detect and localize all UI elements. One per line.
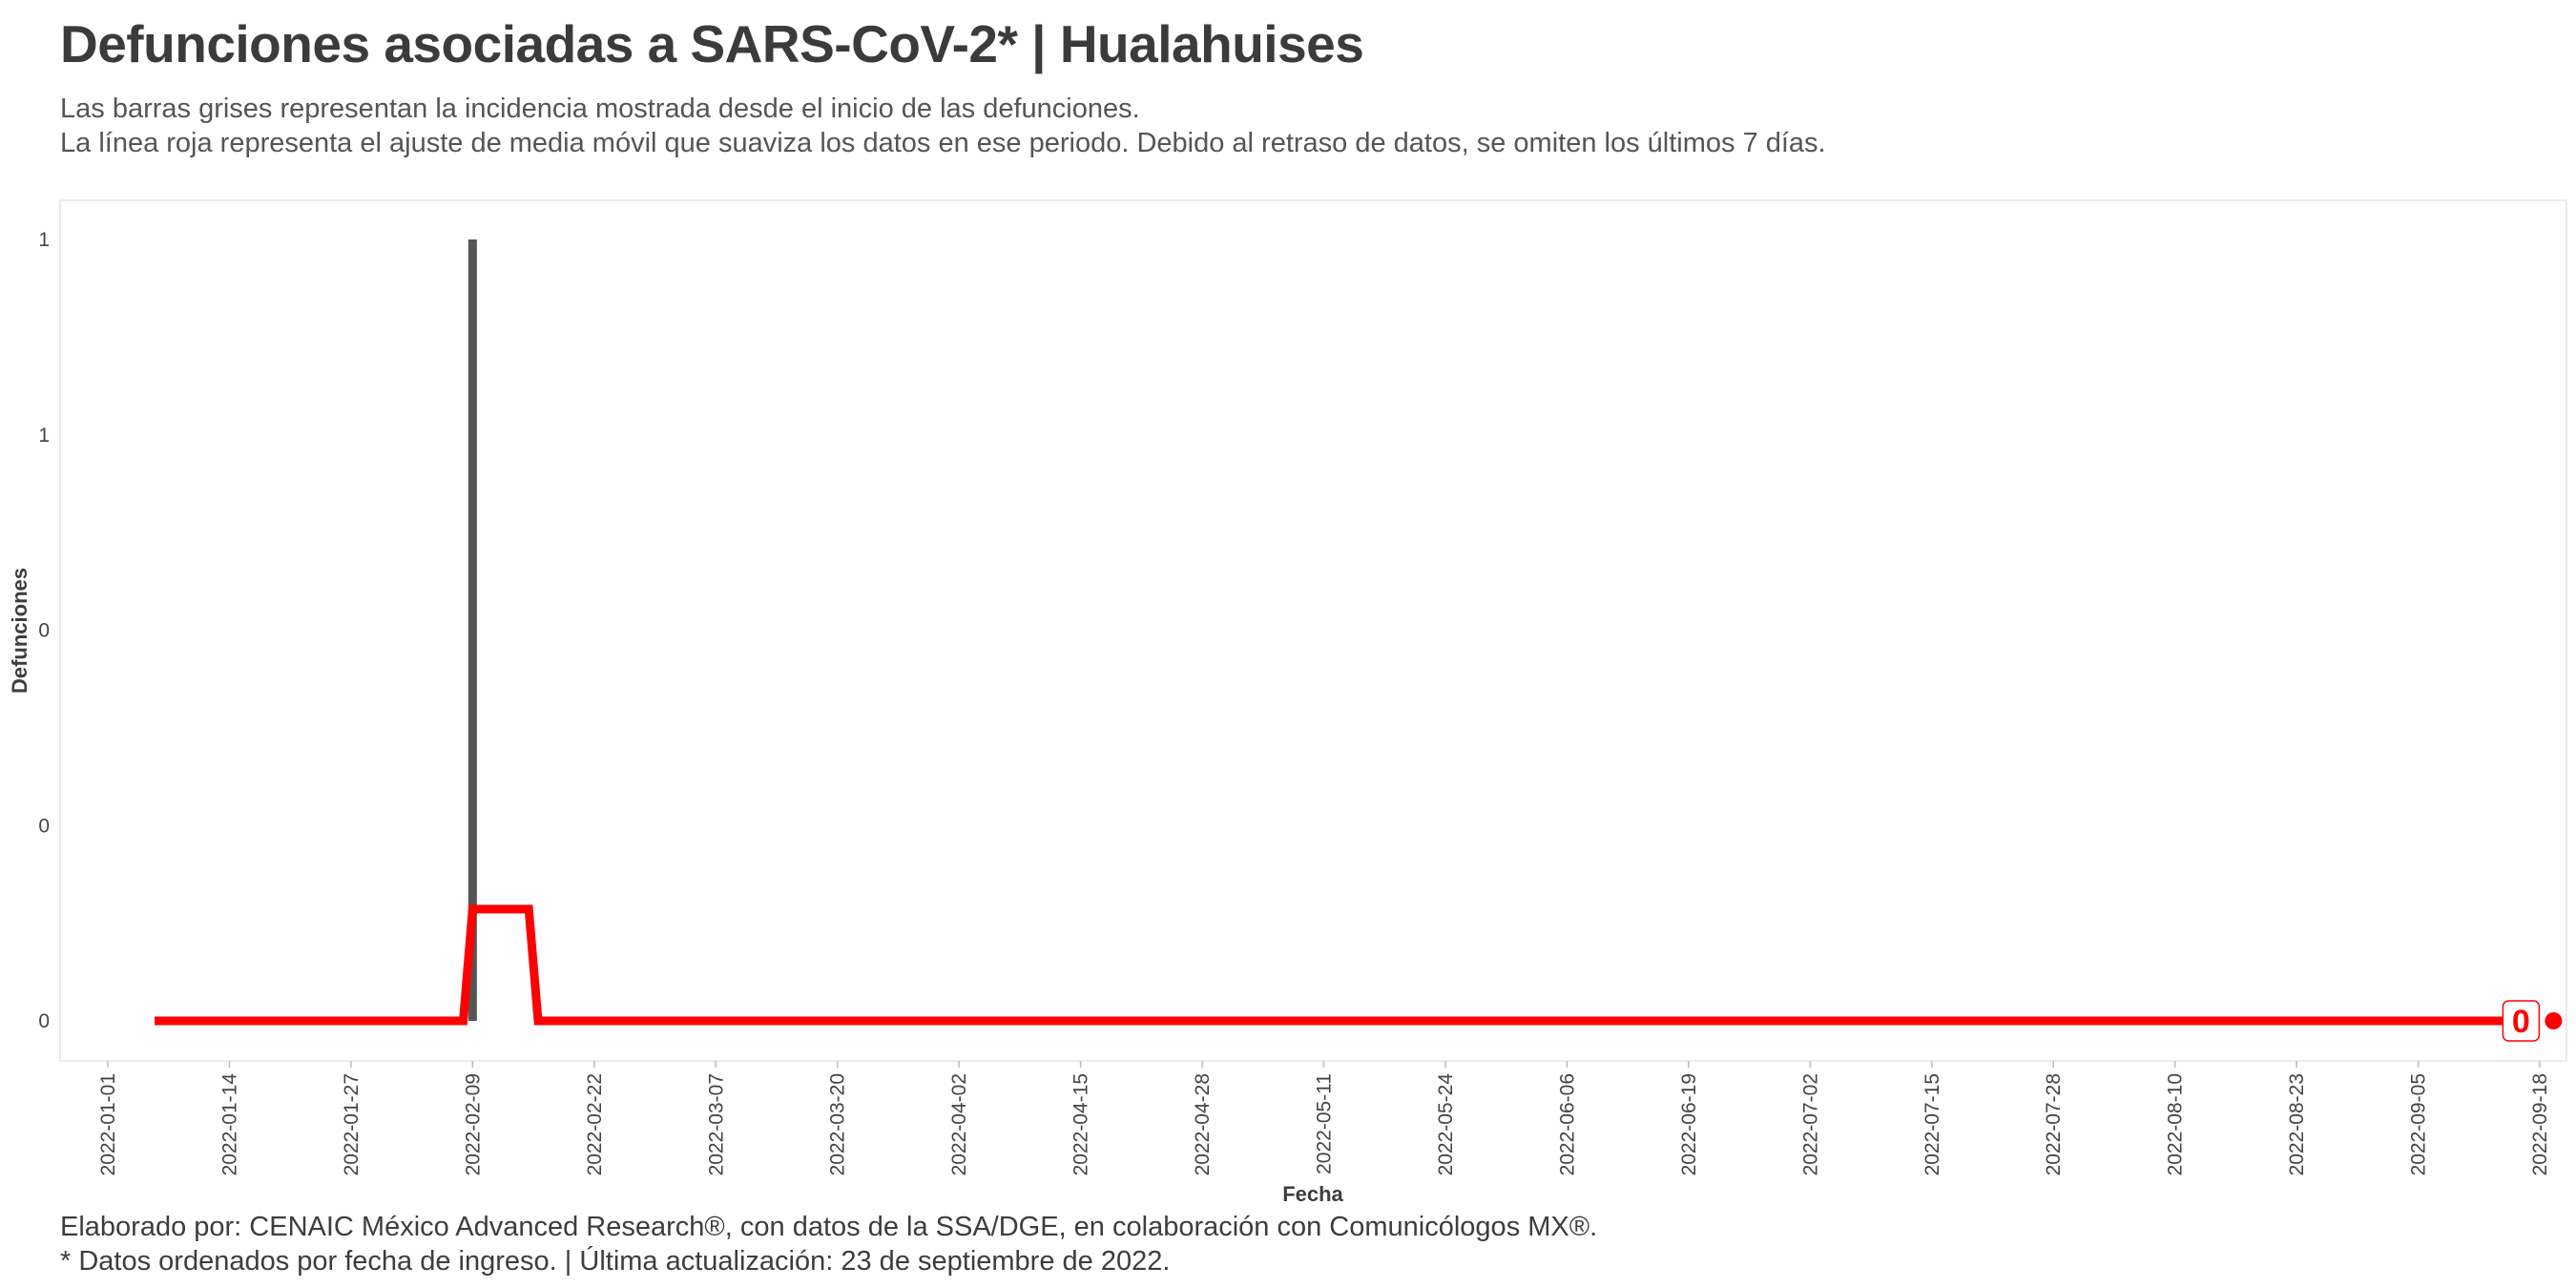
bar — [467, 239, 477, 1021]
end-point-dot — [2545, 1012, 2563, 1029]
x-tick-label: 2022-07-28 — [2043, 1073, 2065, 1175]
y-tick-label: 1 — [38, 229, 50, 251]
x-tick-label: 2022-02-09 — [462, 1073, 484, 1175]
subtitle-line-1: Las barras grises representan la inciden… — [60, 93, 1140, 124]
x-tick-label: 2022-03-20 — [827, 1073, 849, 1175]
x-tick-label: 2022-01-14 — [218, 1073, 240, 1176]
x-tick-label: 2022-06-06 — [1556, 1073, 1578, 1175]
x-tick-label: 2022-07-15 — [1922, 1073, 1943, 1175]
y-axis: 0 0 0 1 1 — [38, 229, 50, 1032]
y-tick-label: 0 — [38, 815, 50, 837]
chart-title: Defunciones asociadas a SARS-CoV-2* | Hu… — [60, 14, 1364, 73]
x-tick-label: 2022-04-15 — [1070, 1073, 1092, 1175]
caption-line-1: Elaborado por: CENAIC México Advanced Re… — [60, 1212, 1598, 1242]
moving-average-line — [155, 904, 2522, 1026]
x-tick-label: 2022-05-11 — [1314, 1073, 1336, 1174]
y-tick-label: 0 — [38, 620, 50, 642]
x-tick-label: 2022-09-18 — [2529, 1073, 2551, 1175]
bars — [467, 239, 477, 1021]
y-tick-label: 0 — [38, 1010, 50, 1032]
x-tick-label: 2022-05-24 — [1435, 1073, 1457, 1176]
x-tick-label: 2022-06-19 — [1678, 1073, 1700, 1175]
x-tick-label: 2022-01-27 — [341, 1073, 363, 1175]
x-tick-label: 2022-03-07 — [705, 1073, 727, 1175]
x-axis: 2022-01-01 2022-01-14 2022-01-27 2022-02-09… — [97, 1061, 2551, 1175]
y-tick-label: 1 — [38, 425, 50, 447]
chart-subtitle: Las barras grises representan la inciden… — [60, 92, 1826, 160]
x-tick-label: 2022-08-23 — [2286, 1073, 2308, 1175]
caption-line-2: * Datos ordenados por fecha de ingreso. … — [60, 1246, 1171, 1277]
x-tick-label: 2022-07-02 — [1799, 1073, 1821, 1175]
plot-panel — [59, 199, 2567, 1062]
end-label-box — [2502, 1000, 2541, 1042]
chart-caption: Elaborado por: CENAIC México Advanced Re… — [60, 1210, 1597, 1278]
x-tick-label: 2022-08-10 — [2165, 1073, 2187, 1175]
subtitle-line-2: La línea roja representa el ajuste de me… — [60, 128, 1826, 158]
y-axis-title: Defunciones — [8, 568, 31, 694]
x-tick-label: 2022-04-28 — [1192, 1073, 1214, 1175]
x-tick-label: 2022-01-01 — [97, 1073, 119, 1175]
x-tick-label: 2022-04-02 — [948, 1073, 970, 1175]
x-tick-label: 2022-09-05 — [2408, 1073, 2430, 1175]
x-axis-title: Fecha — [1282, 1182, 1343, 1206]
end-label: 0 — [2512, 1004, 2530, 1040]
x-tick-label: 2022-02-22 — [584, 1073, 606, 1175]
